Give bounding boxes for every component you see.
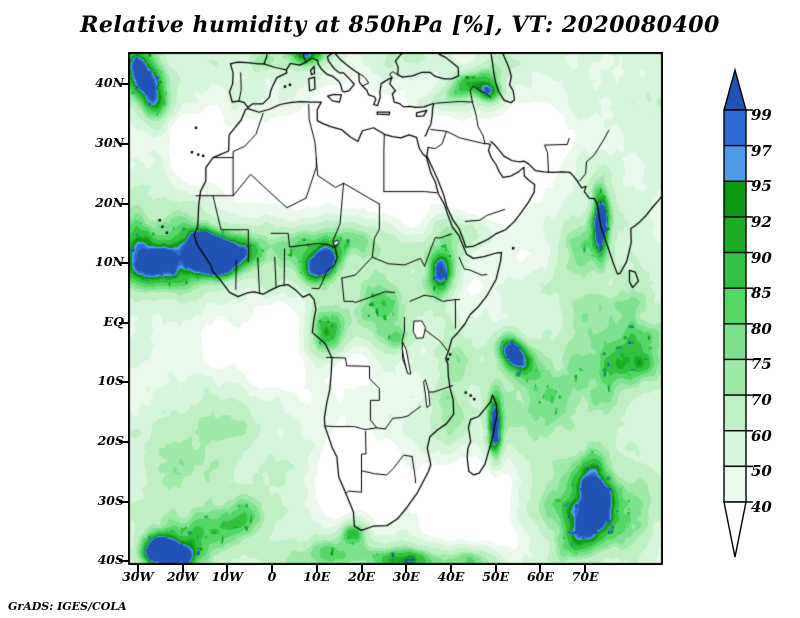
lat-tick-mark [119,560,128,563]
lat-tick-mark [119,202,128,205]
lon-tick-mark [405,565,408,573]
colorbar-label-90: 90 [751,248,772,267]
colorbar-label-60: 60 [751,426,772,445]
grads-credit: GrADS: IGES/COLA [8,600,127,613]
lat-tick-mark [119,381,128,384]
colorbar-label-85: 85 [751,284,772,303]
lon-tick-mark [136,565,139,573]
lon-tick-label-60E: 60E [526,569,554,584]
lat-tick-mark [119,441,128,444]
colorbar-label-95: 95 [751,177,772,196]
lon-tick-mark [539,565,542,573]
lon-tick-label-30W: 30W [122,569,154,584]
lon-tick-label-10W: 10W [211,569,244,584]
lat-tick-mark [119,321,128,324]
lon-tick-mark [584,565,587,573]
colorbar-segment [723,287,747,325]
lat-tick-label-10S: 10S [97,373,124,389]
lon-tick-label-20E: 20E [348,569,375,584]
lon-tick-label-20W: 20W [166,569,199,584]
colorbar-label-50: 50 [751,462,772,481]
colorbar-label-97: 97 [751,141,772,160]
lon-tick-label-30E: 30E [392,569,420,584]
map-frame [128,52,663,565]
colorbar-segment [723,430,747,468]
lon-tick-label-50E: 50E [482,569,510,584]
lon-tick-label-10E: 10E [303,569,331,584]
colorbar-segment [723,109,747,147]
colorbar-label-99: 99 [751,106,772,124]
lat-tick-mark [119,500,128,503]
lat-tick-label-20S: 20S [97,433,124,449]
lat-tick-mark [119,262,128,265]
colorbar-label-70: 70 [751,391,772,410]
colorbar-label-75: 75 [751,355,772,374]
colorbar-segment [723,251,747,289]
colorbar-segment [723,144,747,182]
colorbar-arrow-high [723,67,747,111]
lon-tick-mark [494,565,497,573]
lat-tick-mark [119,83,128,86]
humidity-field-canvas [128,52,663,565]
lat-tick-label-EQ: EQ [103,313,124,329]
lon-tick-mark [315,565,318,573]
colorbar-scale [723,67,753,558]
colorbar-segment [723,358,747,396]
lat-tick-label-10N: 10N [95,254,124,270]
colorbar-segment [723,394,747,432]
lon-tick-mark [360,565,363,573]
lat-tick-mark [119,142,128,145]
lon-tick-label-40E: 40E [437,569,465,584]
lon-tick-label-0: 0 [267,569,277,584]
colorbar-segment [723,323,747,361]
figure-title: Relative humidity at 850hPa [%], VT: 202… [80,12,720,38]
colorbar-segment [723,465,747,503]
colorbar-label-92: 92 [751,212,772,231]
lat-tick-label-30S: 30S [97,492,124,508]
colorbar-arrow-low [723,501,747,558]
lon-tick-mark [449,565,452,573]
lat-tick-label-30N: 30N [95,134,124,150]
lat-tick-label-40S: 40S [97,552,124,568]
colorbar-label-80: 80 [751,319,772,338]
lat-tick-label-20N: 20N [95,194,124,210]
lon-tick-mark [271,565,274,573]
lon-tick-mark [226,565,229,573]
lon-tick-label-70E: 70E [571,569,599,584]
lon-tick-mark [181,565,184,573]
colorbar-segment [723,216,747,254]
colorbar-segment [723,180,747,218]
lat-tick-label-40N: 40N [95,75,124,91]
colorbar-label-40: 40 [751,498,772,516]
